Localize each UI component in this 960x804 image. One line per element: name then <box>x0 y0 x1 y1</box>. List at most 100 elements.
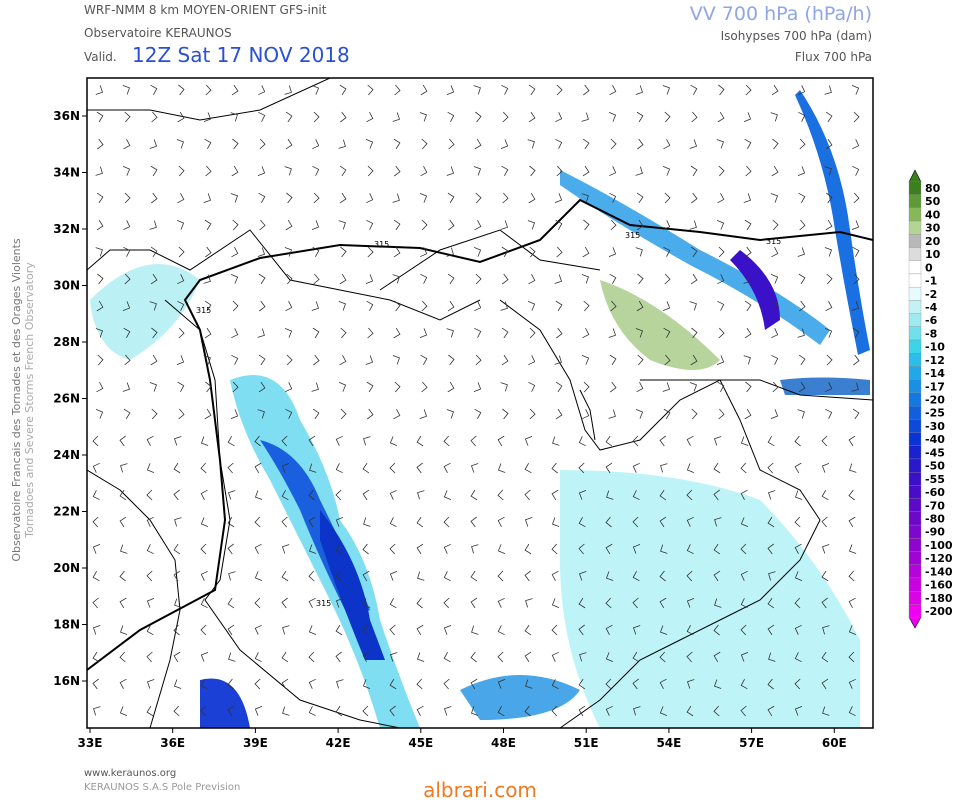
colorbar-bottom-arrow <box>908 616 922 629</box>
colorbar-swatch <box>908 234 922 248</box>
colorbar-swatch <box>908 564 922 579</box>
lon-label: 57E <box>739 736 764 750</box>
colorbar-swatch <box>908 472 922 486</box>
lat-label: 32N <box>53 222 80 236</box>
map: 315 315 315 315 315 <box>86 77 874 729</box>
lon-label: 48E <box>491 736 516 750</box>
contour-label: 315 <box>766 237 781 246</box>
lat-label: 22N <box>53 505 80 519</box>
colorbar-label: 40 <box>925 208 941 221</box>
valid-label: Valid. <box>84 50 117 64</box>
vv-fields <box>90 90 870 728</box>
colorbar-swatch <box>908 300 922 314</box>
colorbar-swatch <box>908 524 922 539</box>
colorbar-label: -8 <box>925 327 937 340</box>
lon-label: 33E <box>78 736 103 750</box>
lon-label: 36E <box>160 736 185 750</box>
contour-label: 315 <box>316 599 331 608</box>
colorbar-swatch <box>908 458 922 473</box>
coastlines <box>87 78 873 728</box>
footer-site: www.keraunos.org <box>84 768 176 779</box>
colorbar-swatch <box>908 326 922 341</box>
colorbar-label: -25 <box>925 407 945 420</box>
colorbar-label: -2 <box>925 288 937 301</box>
colorbar-label: -70 <box>925 499 945 512</box>
colorbar-label: -120 <box>925 552 953 565</box>
side-text-fr: Observatoire Francais des Tornades et de… <box>10 238 23 562</box>
colorbar-swatch <box>908 538 922 552</box>
lat-label: 20N <box>53 561 80 575</box>
colorbar-swatch <box>908 485 922 499</box>
colorbar-label: 10 <box>925 248 941 261</box>
lat-label: 16N <box>53 674 80 688</box>
colorbar-label: -12 <box>925 354 945 367</box>
lat-label: 26N <box>53 392 80 406</box>
colorbar-swatch <box>908 392 922 407</box>
colorbar-swatch <box>908 313 922 327</box>
colorbar-label: -140 <box>925 565 953 578</box>
model-label: WRF-NMM 8 km MOYEN-ORIENT GFS-init <box>84 3 327 17</box>
lon-label: 54E <box>656 736 681 750</box>
colorbar: 8050403020100-1-2-4-6-8-10-12-14-17-20-2… <box>908 169 953 629</box>
colorbar-label: -6 <box>925 314 938 327</box>
colorbar-swatch <box>908 220 922 235</box>
watermark: albrari.com <box>423 778 537 800</box>
colorbar-swatch <box>908 419 922 433</box>
colorbar-label: -20 <box>925 394 945 407</box>
colorbar-swatch <box>908 498 922 513</box>
wind-arrow-set <box>92 84 860 717</box>
lat-label: 34N <box>53 166 80 180</box>
isohypses-label: Isohypses 700 hPa (dam) <box>721 29 872 43</box>
colorbar-label: -30 <box>925 420 945 433</box>
colorbar-swatch <box>908 247 922 261</box>
isohypse-315 <box>87 198 873 671</box>
colorbar-label: 80 <box>925 182 941 195</box>
lon-label: 60E <box>822 736 847 750</box>
footer-company: KERAUNOS S.A.S Pole Prevision <box>84 782 240 793</box>
lat-label: 30N <box>53 279 80 293</box>
colorbar-swatch <box>908 551 922 565</box>
colorbar-swatch <box>908 604 922 618</box>
colorbar-swatch <box>908 194 922 208</box>
colorbar-label: 0 <box>925 261 933 274</box>
colorbar-swatch <box>908 366 922 380</box>
colorbar-swatch <box>908 445 922 460</box>
colorbar-label: -45 <box>925 446 945 459</box>
side-text-en: Tornadoes and Severe Storms French Obser… <box>23 262 36 539</box>
parameter-title: VV 700 hPa (hPa/h) <box>690 3 872 25</box>
colorbar-label: -200 <box>925 605 953 618</box>
colorbar-label: -80 <box>925 512 945 525</box>
colorbar-label: 20 <box>925 235 941 248</box>
colorbar-swatch <box>908 577 922 592</box>
flux-label: Flux 700 hPa <box>795 50 872 64</box>
colorbar-swatch <box>908 405 922 420</box>
colorbar-swatch <box>908 273 922 288</box>
colorbar-label: -40 <box>925 433 945 446</box>
colorbar-label: -60 <box>925 486 945 499</box>
colorbar-swatch <box>908 260 922 275</box>
lon-label: 51E <box>574 736 599 750</box>
colorbar-top-arrow <box>908 169 922 183</box>
colorbar-label: -10 <box>925 341 945 354</box>
colorbar-label: -50 <box>925 460 945 473</box>
colorbar-swatch <box>908 432 922 446</box>
lat-label: 36N <box>53 109 80 123</box>
colorbar-label: 50 <box>925 195 941 208</box>
colorbar-label: -14 <box>925 367 945 380</box>
colorbar-swatch <box>908 207 922 222</box>
colorbar-label: -100 <box>925 539 953 552</box>
colorbar-label: -180 <box>925 592 953 605</box>
colorbar-label: 30 <box>925 222 941 235</box>
colorbar-swatch <box>908 181 922 195</box>
lon-label: 39E <box>243 736 268 750</box>
wind-arrows <box>92 84 860 717</box>
observatory-label: Observatoire KERAUNOS <box>84 26 232 40</box>
colorbar-label: -1 <box>925 275 937 288</box>
valid-time: 12Z Sat 17 NOV 2018 <box>132 43 350 67</box>
lat-label: 24N <box>53 448 80 462</box>
lon-label: 45E <box>408 736 433 750</box>
map-axes: 36N 34N 32N 30N 28N 26N 24N 22N 20N 18N 16N 33E 36E 3… <box>53 109 847 750</box>
colorbar-swatch <box>908 379 922 394</box>
colorbar-label: -160 <box>925 579 953 592</box>
lat-label: 18N <box>53 618 80 632</box>
